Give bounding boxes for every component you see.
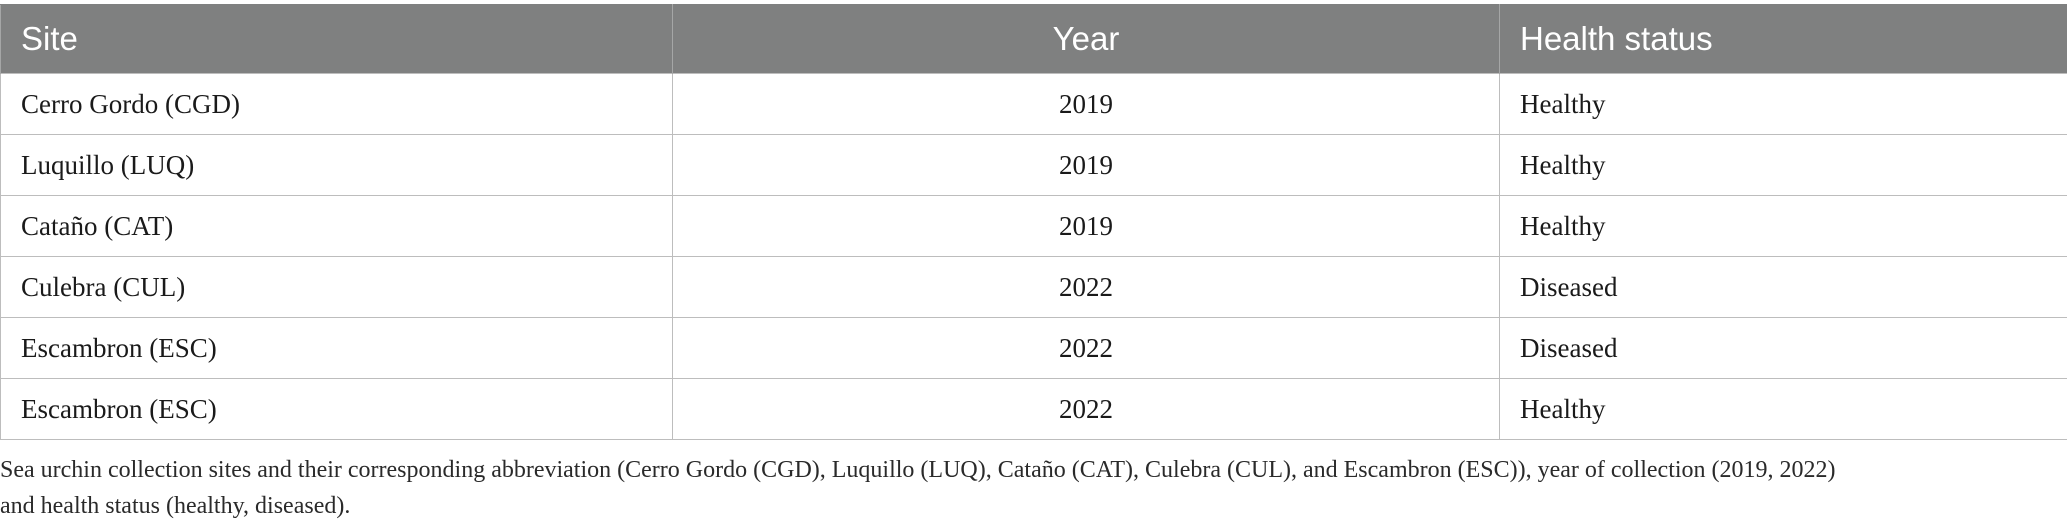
cell-year: 2019 (672, 195, 1500, 257)
cell-site: Escambron (ESC) (0, 378, 673, 440)
cell-site: Luquillo (LUQ) (0, 134, 673, 196)
table-row: Cataño (CAT) 2019 Healthy (0, 195, 2067, 257)
cell-site: Culebra (CUL) (0, 256, 673, 318)
cell-year: 2022 (672, 317, 1500, 379)
cell-year: 2022 (672, 256, 1500, 318)
sites-table: Site Year Health status Cerro Gordo (CGD… (0, 4, 2067, 440)
table-header: Site Year Health status (0, 4, 2067, 74)
cell-site: Cerro Gordo (CGD) (0, 73, 673, 135)
cell-health-status: Healthy (1499, 134, 2067, 196)
cell-health-status: Diseased (1499, 317, 2067, 379)
header-site: Site (0, 4, 673, 74)
cell-health-status: Diseased (1499, 256, 2067, 318)
cell-year: 2019 (672, 134, 1500, 196)
table-caption: Sea urchin collection sites and their co… (0, 452, 2060, 524)
table-row: Escambron (ESC) 2022 Healthy (0, 378, 2067, 440)
data-table-container: Site Year Health status Cerro Gordo (CGD… (0, 4, 2067, 440)
cell-health-status: Healthy (1499, 378, 2067, 440)
cell-site: Escambron (ESC) (0, 317, 673, 379)
table-row: Escambron (ESC) 2022 Diseased (0, 317, 2067, 379)
cell-year: 2022 (672, 378, 1500, 440)
table-row: Luquillo (LUQ) 2019 Healthy (0, 134, 2067, 196)
header-row: Site Year Health status (0, 4, 2067, 74)
cell-health-status: Healthy (1499, 195, 2067, 257)
caption-line: Sea urchin collection sites and their co… (0, 457, 1836, 483)
cell-site: Cataño (CAT) (0, 195, 673, 257)
table-body: Cerro Gordo (CGD) 2019 Healthy Luquillo … (0, 73, 2067, 440)
table-row: Culebra (CUL) 2022 Diseased (0, 256, 2067, 318)
cell-year: 2019 (672, 73, 1500, 135)
table-row: Cerro Gordo (CGD) 2019 Healthy (0, 73, 2067, 135)
header-health-status: Health status (1499, 4, 2067, 74)
cell-health-status: Healthy (1499, 73, 2067, 135)
header-year: Year (672, 4, 1500, 74)
caption-line: and health status (healthy, diseased). (0, 493, 351, 519)
